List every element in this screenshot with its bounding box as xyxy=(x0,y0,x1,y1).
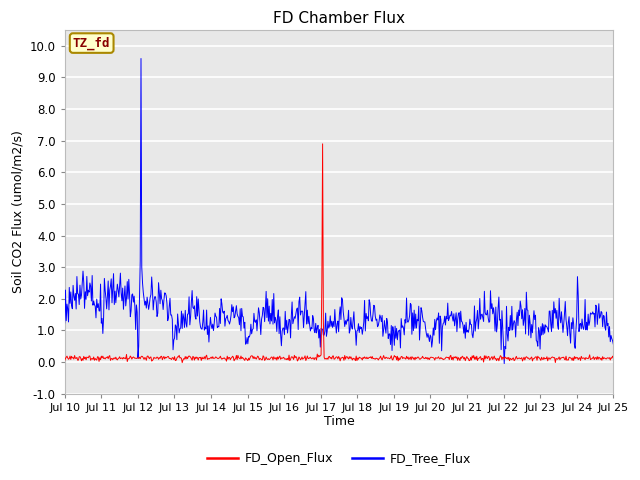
Legend: FD_Open_Flux, FD_Tree_Flux: FD_Open_Flux, FD_Tree_Flux xyxy=(202,447,476,470)
Title: FD Chamber Flux: FD Chamber Flux xyxy=(273,11,405,26)
X-axis label: Time: Time xyxy=(324,415,355,429)
Text: TZ_fd: TZ_fd xyxy=(73,36,111,50)
Y-axis label: Soil CO2 Flux (umol/m2/s): Soil CO2 Flux (umol/m2/s) xyxy=(11,131,24,293)
